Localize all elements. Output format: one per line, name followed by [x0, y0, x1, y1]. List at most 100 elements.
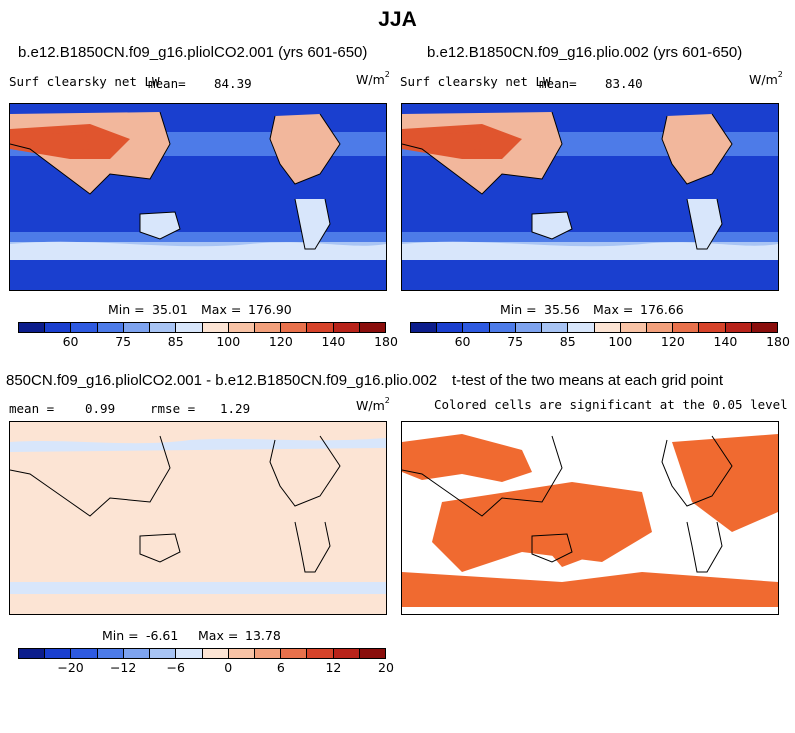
panel4-subtitle: Colored cells are significant at the 0.0… — [434, 397, 788, 412]
colorbar-tick-label: −20 — [57, 660, 84, 675]
colorbar-tick-label: 12 — [325, 660, 342, 675]
antarctica — [402, 274, 778, 290]
colorbar-swatch-2 — [463, 323, 490, 332]
colorbar-tick-label: 0 — [224, 660, 233, 675]
colorbar-swatch-3 — [97, 323, 124, 332]
colorbar-swatch-7 — [594, 323, 621, 332]
colorbar-tick-label: 75 — [115, 334, 132, 349]
panel1-variable: Surf clearsky net LW — [9, 74, 160, 89]
panel4-map — [401, 421, 779, 615]
panel4-title: t-test of the two means at each grid poi… — [452, 372, 723, 389]
panel2-map — [401, 103, 779, 291]
coastline — [10, 435, 341, 573]
colorbar-tick-label: 140 — [321, 334, 346, 349]
colorbar-swatch-8 — [228, 323, 255, 332]
colorbar-swatch-5 — [150, 323, 177, 332]
colorbar-tick-label: 100 — [608, 334, 633, 349]
colorbar-tick-label: 100 — [216, 334, 241, 349]
panel3-min-value: -6.61 — [146, 628, 179, 643]
land-namerica — [270, 114, 340, 184]
colorbar-swatch-13 — [751, 323, 778, 332]
panel2-variable: Surf clearsky net LW — [400, 74, 551, 89]
coastline — [402, 435, 733, 573]
colorbar-tick-label: 6 — [276, 660, 285, 675]
colorbar-swatch-7 — [202, 649, 229, 658]
panel2-max-value: 176.66 — [640, 302, 684, 317]
colorbar-swatch-0 — [19, 649, 46, 658]
colorbar-swatch-4 — [123, 323, 151, 332]
colorbar-swatch-4 — [515, 323, 543, 332]
panel1-colorbar — [18, 322, 386, 333]
sig-region-indian — [532, 522, 602, 567]
ocean-pale-band — [402, 241, 778, 260]
land-australia — [140, 212, 180, 239]
colorbar-swatch-6 — [176, 649, 203, 658]
colorbar-tick-label: 120 — [660, 334, 685, 349]
sig-region-atlantic — [672, 434, 778, 532]
panel2-min-label: Min = — [500, 302, 537, 317]
panel1-units: W/m2 — [356, 70, 390, 88]
diff-southern-blue — [10, 582, 386, 594]
colorbar-swatch-4 — [123, 649, 151, 658]
panel1-mean-value: 84.39 — [214, 76, 252, 91]
land-australia — [532, 212, 572, 239]
colorbar-swatch-5 — [150, 649, 177, 658]
panel3-colorbar — [18, 648, 386, 659]
colorbar-tick-label: −12 — [109, 660, 137, 675]
colorbar-tick-label: 20 — [378, 660, 394, 675]
diff-arctic-blue — [10, 438, 386, 452]
panel1-mean-label: mean= — [148, 76, 186, 91]
colorbar-tick-label: −6 — [166, 660, 185, 675]
panel3-rmse-value: 1.29 — [220, 401, 251, 416]
antarctica — [10, 274, 386, 290]
colorbar-tick-label: 75 — [507, 334, 524, 349]
panel2-title: b.e12.B1850CN.f09_g16.plio.002 (yrs 601-… — [427, 44, 743, 61]
colorbar-swatch-13 — [359, 649, 386, 658]
panel3-mean-value: 0.99 — [85, 401, 116, 416]
colorbar-swatch-8 — [228, 649, 255, 658]
panel3-min-label: Min = — [102, 628, 139, 643]
panel2-mean-value: 83.40 — [605, 76, 643, 91]
colorbar-swatch-10 — [281, 649, 308, 658]
panel2-min-value: 35.56 — [544, 302, 580, 317]
colorbar-tick-label: 180 — [766, 334, 790, 349]
panel1-max-label: Max = — [201, 302, 242, 317]
land-samerica — [295, 199, 330, 249]
panel1-map — [9, 103, 387, 291]
land-hot-spot — [442, 132, 482, 152]
panel3-units: W/m2 — [356, 396, 390, 414]
colorbar-swatch-6 — [176, 323, 203, 332]
panel1-min-label: Min = — [108, 302, 145, 317]
panel2-units: W/m2 — [749, 70, 783, 88]
land-hot-spot — [50, 132, 90, 152]
colorbar-swatch-2 — [71, 323, 98, 332]
sig-region-north — [402, 434, 532, 482]
colorbar-swatch-11 — [699, 323, 726, 332]
panel3-rmse-label: rmse = — [150, 401, 196, 416]
main-title: JJA — [378, 8, 417, 31]
colorbar-swatch-10 — [281, 323, 308, 332]
panel3-map — [9, 421, 387, 615]
panel3-title: 850CN.f09_g16.pliolCO2.001 - b.e12.B1850… — [6, 372, 438, 389]
panel3-mean-label: mean = — [9, 401, 55, 416]
colorbar-swatch-6 — [568, 323, 595, 332]
colorbar-swatch-9 — [254, 323, 282, 332]
colorbar-swatch-1 — [437, 323, 464, 332]
ocean-pale-band — [10, 241, 386, 260]
colorbar-swatch-3 — [489, 323, 516, 332]
panel1-title: b.e12.B1850CN.f09_g16.pliolCO2.001 (yrs … — [18, 44, 368, 61]
panel2-max-label: Max = — [593, 302, 634, 317]
colorbar-swatch-5 — [542, 323, 569, 332]
colorbar-swatch-10 — [673, 323, 700, 332]
colorbar-swatch-13 — [359, 323, 386, 332]
sig-region-south — [402, 572, 778, 607]
colorbar-swatch-9 — [254, 649, 282, 658]
coastline — [10, 111, 341, 250]
panel1-max-value: 176.90 — [248, 302, 292, 317]
colorbar-tick-label: 120 — [268, 334, 293, 349]
colorbar-swatch-3 — [97, 649, 124, 658]
colorbar-swatch-9 — [646, 323, 674, 332]
colorbar-swatch-12 — [725, 323, 752, 332]
colorbar-swatch-0 — [411, 323, 438, 332]
panel2-colorbar — [410, 322, 778, 333]
